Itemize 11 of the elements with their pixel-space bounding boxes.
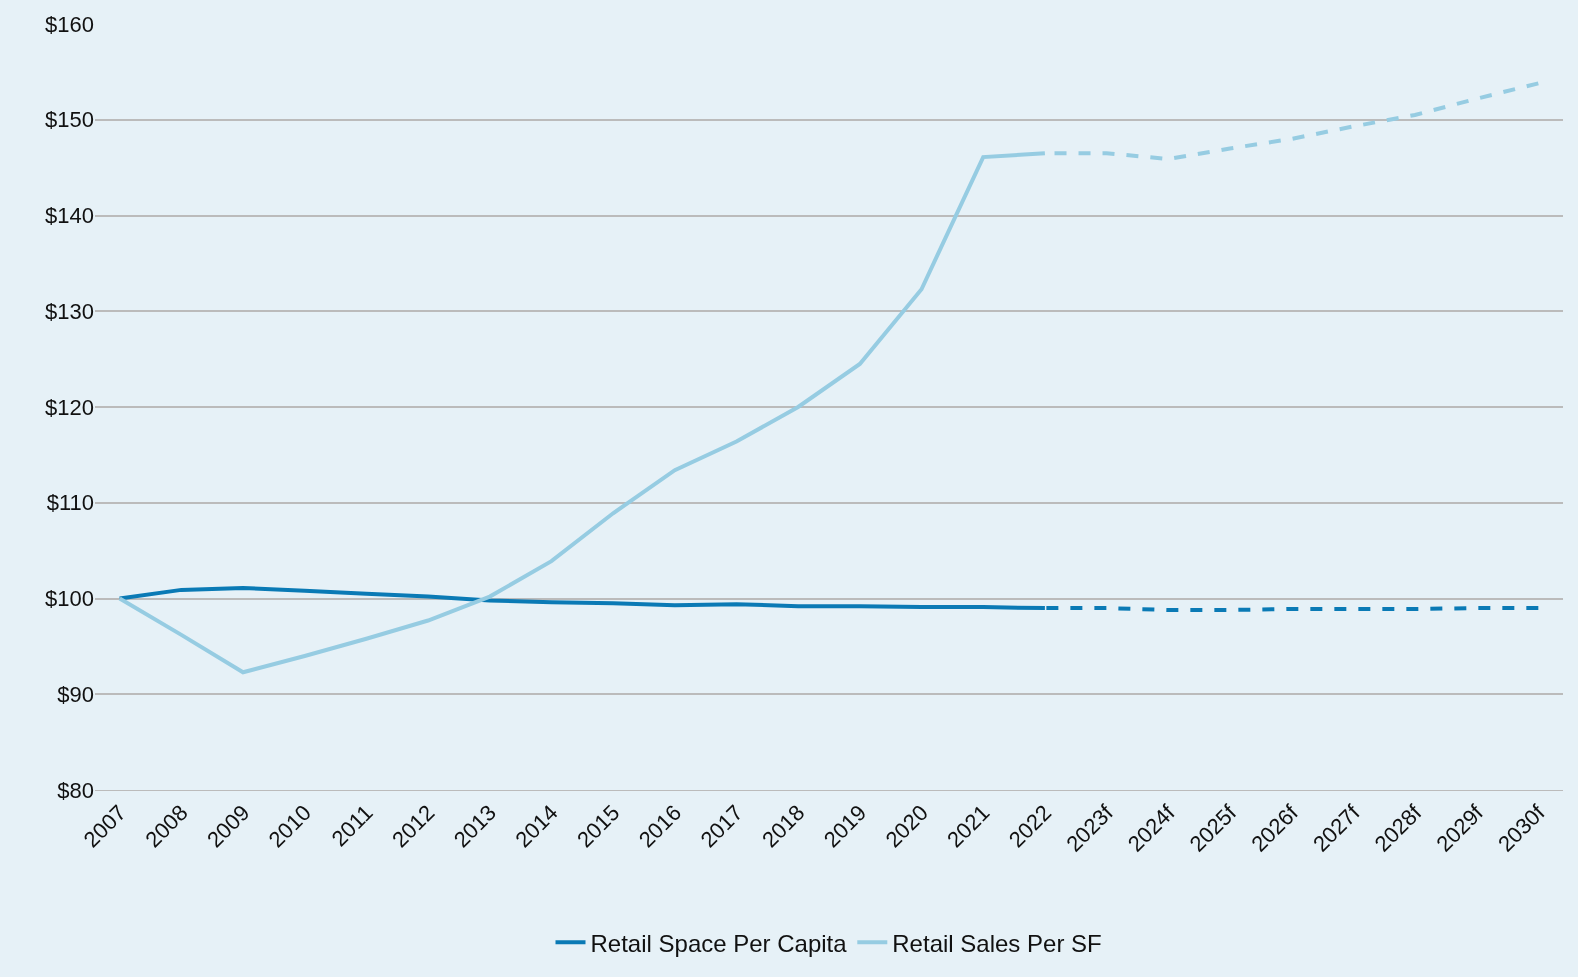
y-tick-label: $150 xyxy=(45,107,94,133)
y-tick-label: $160 xyxy=(45,11,94,37)
y-tick-label: $80 xyxy=(57,777,94,803)
y-tick-label: $100 xyxy=(45,586,94,612)
y-tick-label: $140 xyxy=(45,203,94,229)
y-tick-label: $120 xyxy=(45,394,94,420)
legend-label: Retail Sales Per SF xyxy=(892,929,1102,957)
y-tick-label: $110 xyxy=(46,490,94,516)
y-tick-label: $90 xyxy=(57,681,94,707)
y-tick-label: $130 xyxy=(45,298,94,324)
legend-label: Retail Space Per Capita xyxy=(590,929,848,957)
